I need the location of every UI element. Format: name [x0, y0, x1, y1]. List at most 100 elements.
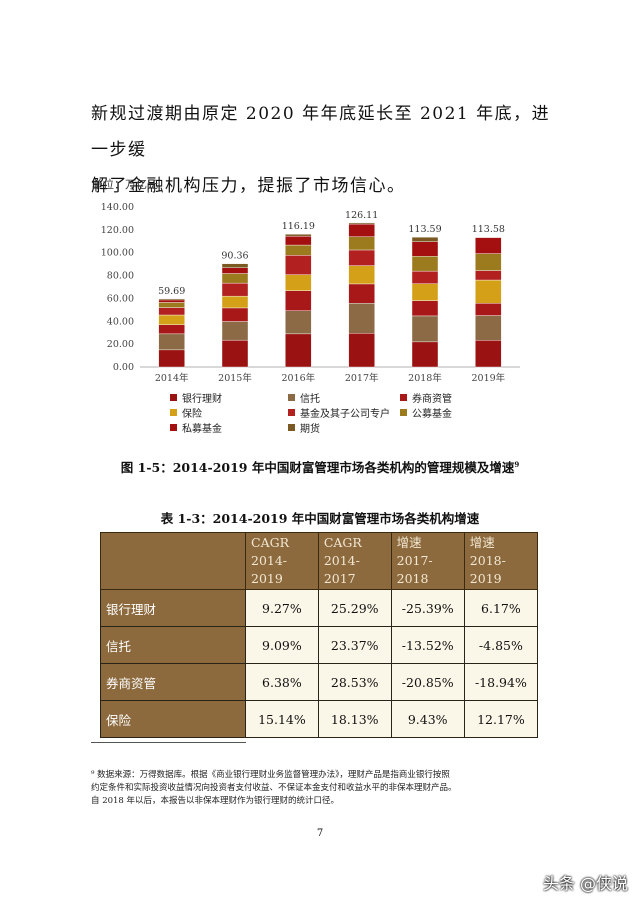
- y-tick-label: 20.00: [107, 339, 134, 350]
- bar-segment: [285, 310, 312, 335]
- bar-segment: [411, 300, 439, 317]
- legend-label: 券商资管: [412, 394, 452, 405]
- x-tick-label: 2014年: [155, 372, 189, 384]
- legend-swatch: [288, 409, 295, 416]
- figure-caption-footnote-ref: 9: [514, 459, 520, 469]
- bar-segment: [285, 255, 312, 275]
- footnote-line: 自 2018 年以后，本报告以非保本理财作为银行理财的统计口径。: [91, 796, 340, 806]
- bar-segment: [221, 307, 249, 322]
- table-header-cell: 增速 2017-2018: [390, 532, 465, 590]
- data-label: 113.59: [408, 224, 441, 235]
- table-header-cell: 增速 2018-2019: [463, 532, 539, 590]
- y-tick-label: 100.00: [101, 248, 134, 259]
- data-label: 90.36: [221, 251, 248, 262]
- bar-segment: [348, 265, 375, 285]
- legend-item: 私募基金: [170, 420, 222, 435]
- bar-segment: [158, 349, 185, 368]
- legend-swatch: [288, 424, 295, 431]
- table-cell: -20.85%: [390, 663, 465, 701]
- table-row-label: 保险: [100, 700, 246, 738]
- data-label: 126.11: [345, 210, 378, 221]
- bar-segment: [348, 249, 375, 266]
- table-cell: 9.27%: [245, 589, 319, 627]
- bar-segment: [475, 270, 502, 281]
- bar-segment: [411, 236, 439, 242]
- bar-segment: [221, 263, 249, 269]
- bar-segment: [221, 267, 249, 274]
- bar-segment: [285, 235, 312, 246]
- bar-segment: [411, 256, 439, 272]
- footnote: ⁹ 数据来源：万得数据库。根据《商业银行理财业务监督管理办法》，理财产品是指商业…: [91, 769, 551, 808]
- x-tick-label: 2016年: [281, 372, 315, 384]
- bar-segment: [285, 234, 312, 237]
- bar-segment: [348, 283, 375, 304]
- watermark: 头条 @侠说: [542, 874, 628, 893]
- bar-segment: [158, 299, 185, 303]
- bar-segment: [158, 324, 185, 335]
- bar-segment: [348, 222, 375, 225]
- chart-unit-label: 单位：万亿元: [92, 178, 158, 191]
- bar-segment: [348, 333, 375, 368]
- bar-segment: [475, 315, 502, 341]
- page-number: 7: [316, 828, 324, 839]
- legend-label: 信托: [300, 394, 320, 405]
- y-tick-label: 40.00: [107, 316, 134, 327]
- data-label: 59.69: [158, 286, 185, 297]
- table-row-label: 券商资管: [100, 663, 246, 701]
- bar-segment: [348, 303, 375, 334]
- legend-label: 保险: [182, 409, 202, 420]
- legend-item: 基金及其子公司专户: [288, 405, 390, 420]
- y-tick-label: 80.00: [107, 271, 134, 282]
- table-caption: 表 1-3：2014-2019 年中国财富管理市场各类机构增速: [160, 511, 480, 526]
- table-row: 银行理财 9.27% 25.29% -25.39% 6.17%: [100, 589, 539, 627]
- legend-swatch: [170, 394, 177, 401]
- bar-segment: [348, 223, 375, 237]
- footnote-line: ⁹ 数据来源：万得数据库。根据《商业银行理财业务监督管理办法》，理财产品是指商业…: [91, 770, 450, 780]
- legend-item: 银行理财: [170, 390, 222, 405]
- legend-item: 期货: [288, 420, 320, 435]
- bar-segment: [475, 340, 502, 368]
- y-tick-label: 120.00: [101, 225, 134, 236]
- bar-segment: [221, 339, 249, 368]
- bar-segment: [285, 290, 312, 311]
- bar-segment: [158, 302, 185, 308]
- table-cell: -13.52%: [390, 626, 465, 664]
- x-tick-label: 2019年: [471, 372, 505, 384]
- bar-segment: [411, 283, 439, 301]
- legend-swatch: [400, 394, 407, 401]
- table-cell: 12.17%: [463, 700, 539, 738]
- legend-label: 私募基金: [182, 424, 222, 435]
- legend-item: 保险: [170, 405, 202, 420]
- figure-caption-text: 图 1-5：2014-2019 年中国财富管理市场各类机构的管理规模及增速: [120, 460, 515, 475]
- y-tick-label: 0.00: [113, 362, 134, 373]
- bar-segment: [158, 333, 185, 351]
- footnote-line: 约定条件和实际投资收益情况向投资者支付收益、不保证本金支付和收益水平的非保本理财…: [91, 783, 457, 793]
- bar-segment: [158, 307, 185, 316]
- table-cell: 28.53%: [317, 663, 392, 701]
- table-row: 信托 9.09% 23.37% -13.52% -4.85%: [100, 626, 539, 664]
- stacked-bar-chart: 0.00 20.00 40.00 60.00 80.00 100.00 120.00 140.…: [101, 202, 520, 384]
- legend-label: 基金及其子公司专户: [300, 409, 390, 420]
- bar-segment: [475, 303, 502, 316]
- table-cell: 9.09%: [245, 626, 319, 664]
- bar-segment: [475, 279, 502, 304]
- table-cell: 18.13%: [317, 700, 392, 738]
- legend-label: 期货: [300, 424, 320, 435]
- x-tick-label: 2017年: [345, 372, 379, 384]
- bar-segment: [221, 295, 249, 309]
- legend-swatch: [400, 409, 407, 416]
- bar-segment: [411, 270, 439, 284]
- table-cell: -4.85%: [463, 626, 539, 664]
- legend-label: 公募基金: [412, 409, 452, 420]
- table-cell: 9.43%: [390, 700, 465, 738]
- paragraph-line-2: 解了金融机构压力，提振了市场信心。: [91, 176, 406, 196]
- table-row: 保险 15.14% 18.13% 9.43% 12.17%: [100, 700, 539, 738]
- paragraph-line-1: 新规过渡期由原定 2020 年年底延长至 2021 年底，进一步缓: [91, 104, 551, 160]
- legend-item: 信托: [288, 390, 320, 405]
- table-cell: 25.29%: [317, 589, 392, 627]
- bar-segment: [411, 315, 439, 343]
- body-paragraph: 新规过渡期由原定 2020 年年底延长至 2021 年底，进一步缓 解了金融机构…: [91, 96, 561, 204]
- bar-segment: [221, 282, 249, 297]
- bar-segment: [285, 244, 312, 256]
- bar-segment: [221, 273, 249, 284]
